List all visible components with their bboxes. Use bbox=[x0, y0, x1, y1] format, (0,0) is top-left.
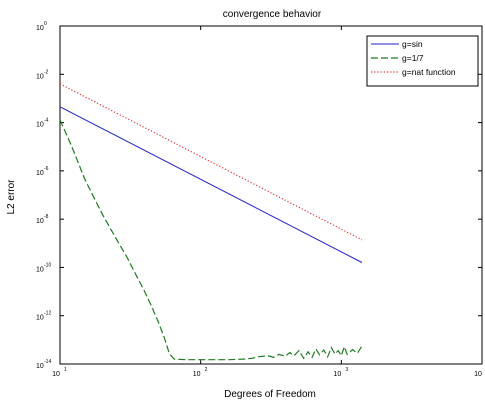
y-tick-exponent: -12 bbox=[44, 311, 51, 317]
legend-entry-label: g=sin bbox=[402, 39, 423, 49]
legend-entry-label: g=1/7 bbox=[402, 53, 424, 63]
y-tick-label: 10 bbox=[36, 170, 44, 177]
y-tick-label: 10 bbox=[36, 315, 44, 322]
x-tick-exponent: 2 bbox=[205, 367, 208, 373]
y-tick-label: 10 bbox=[36, 73, 44, 80]
y-tick-exponent: -10 bbox=[44, 262, 51, 268]
x-tick-label: 10 bbox=[193, 371, 201, 378]
series-line-1 bbox=[59, 119, 363, 361]
series-group bbox=[59, 83, 363, 361]
chart-title: convergence behavior bbox=[223, 9, 322, 20]
legend-entry-label: g=nat function bbox=[402, 67, 456, 77]
legend: g=sin g=1/7 g=nat function bbox=[366, 35, 479, 87]
x-tick-exponent: 3 bbox=[345, 367, 348, 373]
x-tick-label: 10 bbox=[52, 371, 60, 378]
y-tick-exponent: 0 bbox=[44, 21, 47, 27]
y-axis-label: L2 error bbox=[6, 179, 17, 215]
series-line-0 bbox=[59, 106, 363, 263]
axis-ticks: 10110210310410010-210-410-610-810-1010-1… bbox=[36, 21, 483, 378]
y-tick-label: 10 bbox=[36, 122, 44, 129]
x-axis-label: Degrees of Freedom bbox=[224, 389, 316, 400]
y-tick-exponent: -8 bbox=[44, 214, 49, 220]
y-tick-exponent: -6 bbox=[44, 166, 49, 172]
x-tick-label: 10 bbox=[333, 371, 341, 378]
x-tick-label: 10 bbox=[474, 371, 482, 378]
y-tick-exponent: -2 bbox=[44, 69, 49, 75]
x-tick-exponent: 1 bbox=[64, 367, 67, 373]
y-tick-label: 10 bbox=[36, 266, 44, 273]
y-tick-label: 10 bbox=[36, 363, 44, 370]
series-line-2 bbox=[59, 83, 363, 241]
y-tick-exponent: -4 bbox=[44, 118, 49, 124]
y-tick-exponent: -14 bbox=[44, 359, 51, 365]
y-tick-label: 10 bbox=[36, 25, 44, 32]
y-tick-label: 10 bbox=[36, 218, 44, 225]
